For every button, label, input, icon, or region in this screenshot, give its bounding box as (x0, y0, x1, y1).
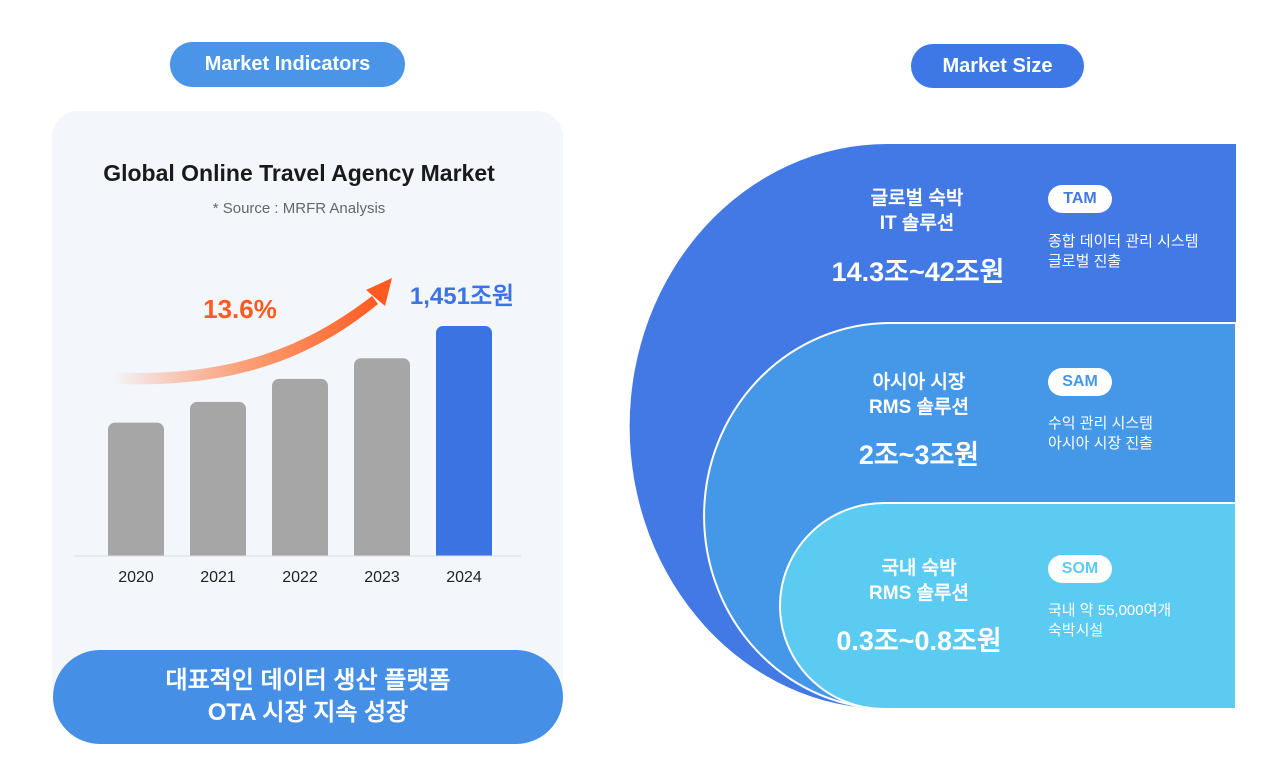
tam-value: 14.3조~42조원 (831, 257, 1005, 287)
som-label-line-1: 국내 숙박 (881, 558, 957, 579)
tam-label-line-2: IT 솔루션 (879, 213, 955, 234)
bar-2021 (190, 401, 246, 556)
som-desc-line-1: 국내 약 55,000여개 (1048, 602, 1172, 619)
tam-label-line-1: 글로벌 숙박 (870, 188, 964, 209)
bar-chart: 2020 2021 2022 2023 2024 13.6% 1,451조원 (75, 278, 521, 586)
bar-base-2022 (272, 548, 328, 556)
tam-desc-line-1: 종합 데이터 관리 시스템 (1048, 233, 1199, 250)
market-size-header: Market Size (911, 44, 1084, 88)
sam-badge: SAM (1048, 368, 1112, 396)
x-tick-2023: 2023 (364, 569, 400, 586)
x-tick-2024: 2024 (446, 569, 482, 586)
som-badge: SOM (1048, 555, 1112, 583)
bottom-banner: 대표적인 데이터 생산 플랫폼 OTA 시장 지속 성장 (53, 650, 563, 744)
tam-description: 종합 데이터 관리 시스템 글로벌 진출 (1048, 232, 1228, 272)
sam-label-line-1: 아시아 시장 (872, 372, 966, 393)
growth-arrow-head (366, 278, 392, 306)
tam-badge: TAM (1048, 185, 1112, 213)
bar-base-2023 (354, 548, 410, 556)
banner-line-1: 대표적인 데이터 생산 플랫폼 (165, 667, 451, 694)
x-tick-2022: 2022 (282, 569, 318, 586)
bar-2022 (272, 378, 328, 556)
banner-line-2: OTA 시장 지속 성장 (207, 699, 409, 726)
sam-desc-line-1: 수익 관리 시스템 (1048, 415, 1153, 432)
sam-description: 수익 관리 시스템 아시아 시장 진출 (1048, 414, 1228, 454)
chart-title: Global Online Travel Agency Market (103, 160, 495, 186)
som-label: 국내 숙박 RMS 솔루션 (799, 556, 1039, 606)
sam-value: 2조~3조원 (858, 440, 980, 470)
bar-base-2021 (190, 548, 246, 556)
x-tick-2020: 2020 (118, 569, 154, 586)
som-label-line-2: RMS 솔루션 (869, 583, 969, 604)
highlight-value-label: 1,451조원 (410, 283, 514, 310)
market-indicators-header: Market Indicators (170, 42, 405, 87)
som-desc-line-2: 숙박시설 (1048, 622, 1104, 639)
x-tick-2021: 2021 (200, 569, 236, 586)
som-description: 국내 약 55,000여개 숙박시설 (1048, 601, 1228, 641)
growth-rate-label: 13.6% (203, 294, 277, 324)
bar-2024 (436, 326, 492, 556)
sam-label-line-2: RMS 솔루션 (869, 397, 969, 418)
som-value: 0.3조~0.8조원 (836, 626, 1002, 656)
sam-desc-line-2: 아시아 시장 진출 (1048, 435, 1153, 452)
bar-2023 (354, 358, 410, 556)
tam-desc-line-2: 글로벌 진출 (1048, 253, 1122, 270)
tam-label: 글로벌 숙박 IT 솔루션 (797, 186, 1037, 236)
growth-arrow-body (112, 296, 378, 385)
bar-base-2024 (436, 548, 492, 556)
som-region (779, 502, 1237, 710)
bar-base-2020 (108, 548, 164, 556)
bar-2020 (108, 422, 164, 556)
chart-source: * Source : MRFR Analysis (212, 200, 386, 217)
sam-label: 아시아 시장 RMS 솔루션 (799, 370, 1039, 420)
